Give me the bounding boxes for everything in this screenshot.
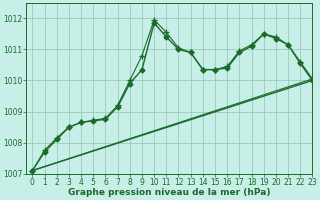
X-axis label: Graphe pression niveau de la mer (hPa): Graphe pression niveau de la mer (hPa)	[68, 188, 271, 197]
